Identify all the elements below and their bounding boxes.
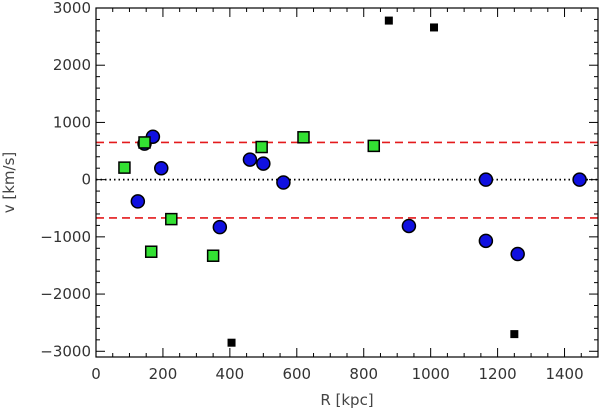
circle-point xyxy=(256,156,271,171)
y-tick-label: 0 xyxy=(81,171,91,189)
small-square-point xyxy=(384,16,393,25)
x-tick-label: 1400 xyxy=(545,365,583,383)
square-point xyxy=(138,136,151,149)
square-point xyxy=(144,245,158,258)
square-point xyxy=(118,161,131,174)
circle-point xyxy=(154,160,169,176)
circle-point xyxy=(242,152,258,167)
y-axis-title: v [km/s] xyxy=(0,152,18,214)
x-tick-label: 200 xyxy=(149,365,178,383)
square-point xyxy=(165,212,178,226)
data-points xyxy=(118,16,587,347)
small-square-point xyxy=(430,23,439,32)
x-tick-label: 400 xyxy=(216,365,245,383)
x-axis-title: R [kpc] xyxy=(320,391,373,409)
tick-labels: 0 200 400 600 800 1000 1200 1400 −3000 −2000 −1000… xyxy=(40,0,583,383)
circle-point xyxy=(401,218,417,234)
x-tick-label: 600 xyxy=(282,365,311,383)
small-square-point xyxy=(510,330,519,339)
x-tick-label: 800 xyxy=(349,365,378,383)
reference-lines xyxy=(96,141,598,219)
x-tick-label: 0 xyxy=(91,365,101,383)
circle-point xyxy=(478,233,494,249)
square-point xyxy=(206,249,220,262)
y-tick-label: 1000 xyxy=(53,113,91,131)
circle-point xyxy=(572,172,587,187)
circle-point xyxy=(276,175,291,190)
circle-point xyxy=(478,172,494,187)
x-tick-label: 1200 xyxy=(479,365,517,383)
y-tick-label: −2000 xyxy=(40,285,91,303)
x-tick-label: 1000 xyxy=(412,365,450,383)
circle-point xyxy=(130,194,146,209)
circle-point xyxy=(212,219,228,235)
y-tick-label: −3000 xyxy=(40,342,91,360)
y-tick-label: −1000 xyxy=(40,228,91,246)
square-point xyxy=(297,131,310,144)
square-point xyxy=(255,140,268,154)
y-tick-label: 3000 xyxy=(53,0,91,17)
small-square-point xyxy=(227,338,236,347)
square-point xyxy=(367,139,381,153)
y-tick-label: 2000 xyxy=(53,56,91,74)
circle-point xyxy=(510,246,525,262)
axis-ticks xyxy=(95,7,599,357)
plot-frame xyxy=(95,7,599,358)
